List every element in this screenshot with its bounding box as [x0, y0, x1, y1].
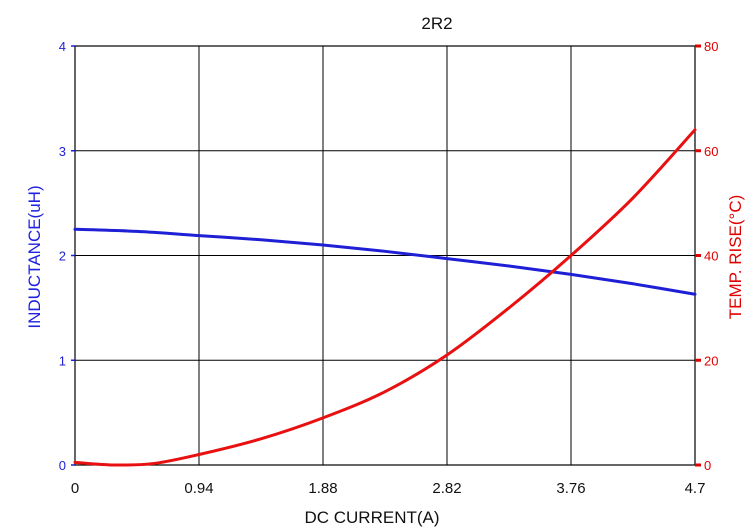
- right-tick-label: 40: [704, 249, 718, 264]
- x-tick-label: 0.94: [184, 480, 213, 497]
- right-axis-title: TEMP. RISE(°C): [726, 195, 745, 320]
- right-tick-label: 20: [704, 353, 718, 368]
- left-tick-label: 2: [59, 249, 66, 264]
- x-tick-label: 4.7: [685, 480, 706, 497]
- x-tick-label: 1.88: [308, 480, 337, 497]
- x-axis-title: DC CURRENT(A): [304, 508, 439, 527]
- left-tick-label: 0: [59, 458, 66, 473]
- x-tick-label: 2.82: [432, 480, 461, 497]
- left-axis-title: INDUCTANCE(uH): [25, 185, 44, 328]
- right-tick-label: 0: [704, 458, 711, 473]
- left-tick-label: 3: [59, 144, 66, 159]
- right-tick-label: 60: [704, 144, 718, 159]
- chart-title: 2R2: [421, 14, 452, 33]
- x-tick-label: 0: [71, 480, 79, 497]
- grid: [75, 46, 695, 465]
- temp-rise-line: [75, 130, 695, 465]
- inductance-line: [75, 229, 695, 294]
- left-tick-label: 1: [59, 353, 66, 368]
- left-tick-label: 4: [59, 39, 66, 54]
- series-layer: [75, 130, 695, 465]
- x-tick-label: 3.76: [556, 480, 585, 497]
- right-tick-label: 80: [704, 39, 718, 54]
